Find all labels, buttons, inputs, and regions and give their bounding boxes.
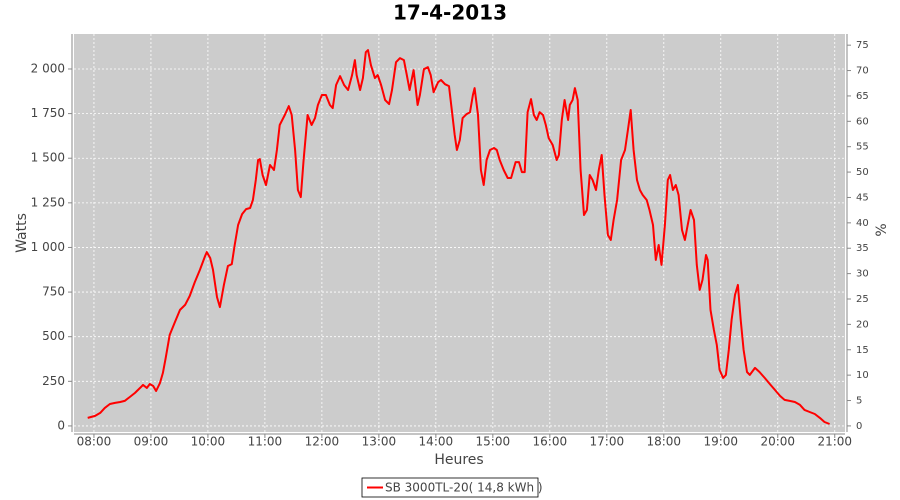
x-tick-label: 19:00: [703, 435, 738, 449]
y-tick-label: 2 000: [31, 61, 65, 75]
y2-tick-label: 70: [856, 66, 869, 77]
x-tick-label: 21:00: [817, 435, 852, 449]
y2-axis-label: %: [874, 223, 890, 236]
x-tick-label: 09:00: [134, 435, 169, 449]
x-tick-label: 11:00: [248, 435, 283, 449]
y-tick-label: 0: [57, 418, 65, 432]
x-tick-label: 20:00: [760, 435, 795, 449]
legend: [361, 477, 539, 498]
y-tick-label: 500: [42, 329, 65, 343]
y-tick-label: 750: [42, 285, 65, 299]
x-tick-label: 16:00: [533, 435, 568, 449]
y2-tick-label: 10: [856, 370, 869, 381]
x-tick-label: 13:00: [362, 435, 397, 449]
y2-tick-label: 50: [856, 167, 869, 178]
x-tick-label: 14:00: [419, 435, 454, 449]
y-tick-label: 1 000: [31, 240, 65, 254]
y2-tick-label: 45: [856, 192, 869, 203]
y-axis-label: Watts: [14, 213, 30, 253]
y2-tick-label: 5: [856, 396, 862, 407]
y2-tick-label: 60: [856, 116, 869, 127]
y2-tick-label: 30: [856, 269, 869, 280]
x-axis-label: Heures: [434, 452, 483, 468]
x-tick-label: 15:00: [476, 435, 511, 449]
y-tick-label: 1 500: [31, 151, 65, 165]
y2-tick-label: 40: [856, 218, 869, 229]
plot-area: [74, 34, 845, 432]
y2-tick-label: 35: [856, 243, 869, 254]
y2-tick-label: 15: [856, 345, 869, 356]
y2-tick-label: 65: [856, 91, 869, 102]
x-tick-label: 10:00: [191, 435, 226, 449]
y-tick-label: 1 250: [31, 195, 65, 209]
y-tick-label: 250: [42, 374, 65, 388]
legend-label: SB 3000TL-20( 14,8 kWh ): [385, 481, 543, 495]
data-line: [87, 49, 830, 425]
y2-tick-label: 25: [856, 294, 869, 305]
grid: [74, 34, 845, 432]
x-tick-label: 18:00: [646, 435, 681, 449]
y2-tick-label: 0: [856, 421, 862, 432]
y2-tick-label: 75: [856, 40, 869, 51]
x-tick-label: 12:00: [305, 435, 340, 449]
chart-title: 17-4-2013: [393, 1, 507, 25]
x-tick-label: 17:00: [590, 435, 625, 449]
x-tick-label: 08:00: [77, 435, 112, 449]
y2-tick-label: 55: [856, 142, 869, 153]
y-tick-label: 1 750: [31, 106, 65, 120]
y2-tick-label: 20: [856, 319, 869, 330]
